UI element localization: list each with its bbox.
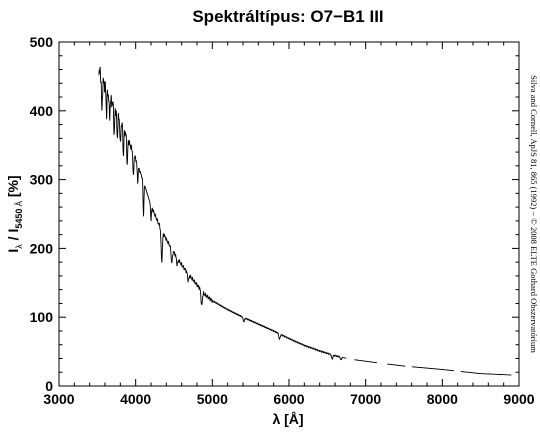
x-tick-label: 4000 xyxy=(120,391,151,407)
y-label-prefix: I xyxy=(5,249,21,253)
spectrum-line xyxy=(98,66,512,376)
x-tick-label: 5000 xyxy=(197,391,228,407)
credit-text: Silva and Cornell, ApJS 81, 865 (1992) −… xyxy=(529,75,539,353)
axis-ticks xyxy=(58,41,520,387)
y-tick-label: 100 xyxy=(30,309,54,325)
series-group xyxy=(98,66,512,376)
y-label-suffix: [%] xyxy=(5,175,21,201)
y-label-sep: / I xyxy=(5,229,21,245)
y-axis-label: Iλ / I5450 Å [%] xyxy=(5,175,24,252)
x-tick-label: 6000 xyxy=(273,391,304,407)
y-label-sub: 5450 xyxy=(14,209,24,229)
chart-title: Spektráltípus: O7−B1 III xyxy=(192,7,383,26)
y-tick-label: 200 xyxy=(30,240,54,256)
y-label-sub-unit: Å xyxy=(15,200,24,208)
y-tick-label: 500 xyxy=(30,34,54,50)
x-tick-label: 8000 xyxy=(427,391,458,407)
x-tick-label: 9000 xyxy=(503,391,534,407)
plot-frame xyxy=(58,41,520,387)
x-tick-label: 3000 xyxy=(43,391,74,407)
x-tick-label: 7000 xyxy=(350,391,381,407)
y-tick-label: 400 xyxy=(30,103,54,119)
y-tick-label: 300 xyxy=(30,172,54,188)
y-tick-label: 0 xyxy=(45,378,53,394)
x-axis-label: λ [Å] xyxy=(272,411,303,427)
y-label-lambda: λ xyxy=(14,244,24,249)
axis-tick-labels: 3000 4000 5000 6000 7000 8000 9000 0 100 200 300 40… xyxy=(30,34,535,407)
